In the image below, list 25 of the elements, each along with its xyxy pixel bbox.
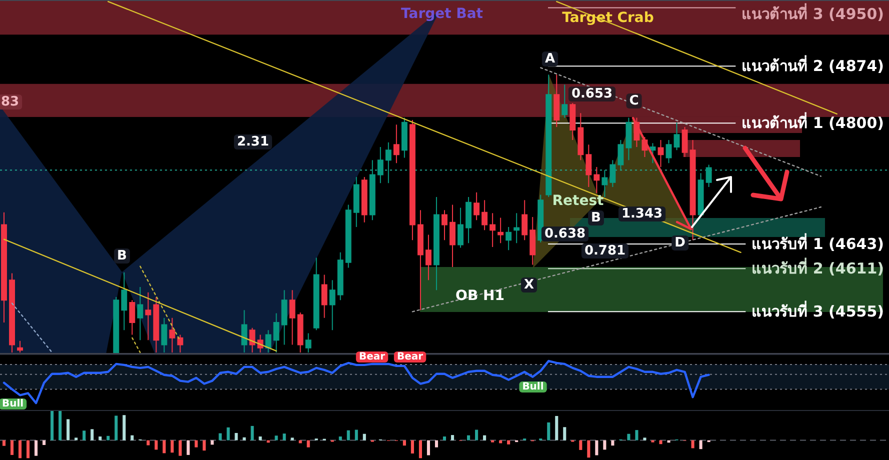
annotation: 83 (1, 94, 20, 110)
annotation: X (524, 278, 534, 292)
annotation: Retest (552, 193, 604, 209)
ref-line-label: แนวรับที่ 1 (4643) (752, 232, 884, 253)
annotation: A (544, 52, 556, 66)
ref-line-label: แนวต้านที่ 3 (4950) (742, 3, 884, 23)
ref-line-label: แนวรับที่ 2 (4611) (752, 258, 884, 278)
annotation: Bull (522, 382, 544, 392)
annotation: OB H1 (456, 288, 504, 304)
annotation: 0.781 (584, 244, 626, 258)
annotation: D (674, 236, 686, 250)
annotation: Bull (2, 398, 24, 410)
annotation: 1.343 (621, 206, 663, 222)
annotation: B (591, 210, 601, 226)
annotation: 0.638 (544, 226, 586, 242)
ref-line-label: แนวต้านที่ 2 (4874) (742, 55, 884, 76)
annotation: 2.31 (236, 134, 270, 150)
annotation: C (629, 94, 639, 108)
annotation: Target Bat (401, 6, 484, 22)
ref-line-label: แนวต้านที่ 1 (4800) (742, 112, 884, 132)
ref-line-label: แนวรับที่ 3 (4555) (752, 300, 884, 321)
annotation: Bear (358, 352, 386, 362)
annotation: Bear (396, 352, 424, 362)
annotation: 0.653 (571, 86, 613, 102)
annotation: B (117, 248, 127, 264)
